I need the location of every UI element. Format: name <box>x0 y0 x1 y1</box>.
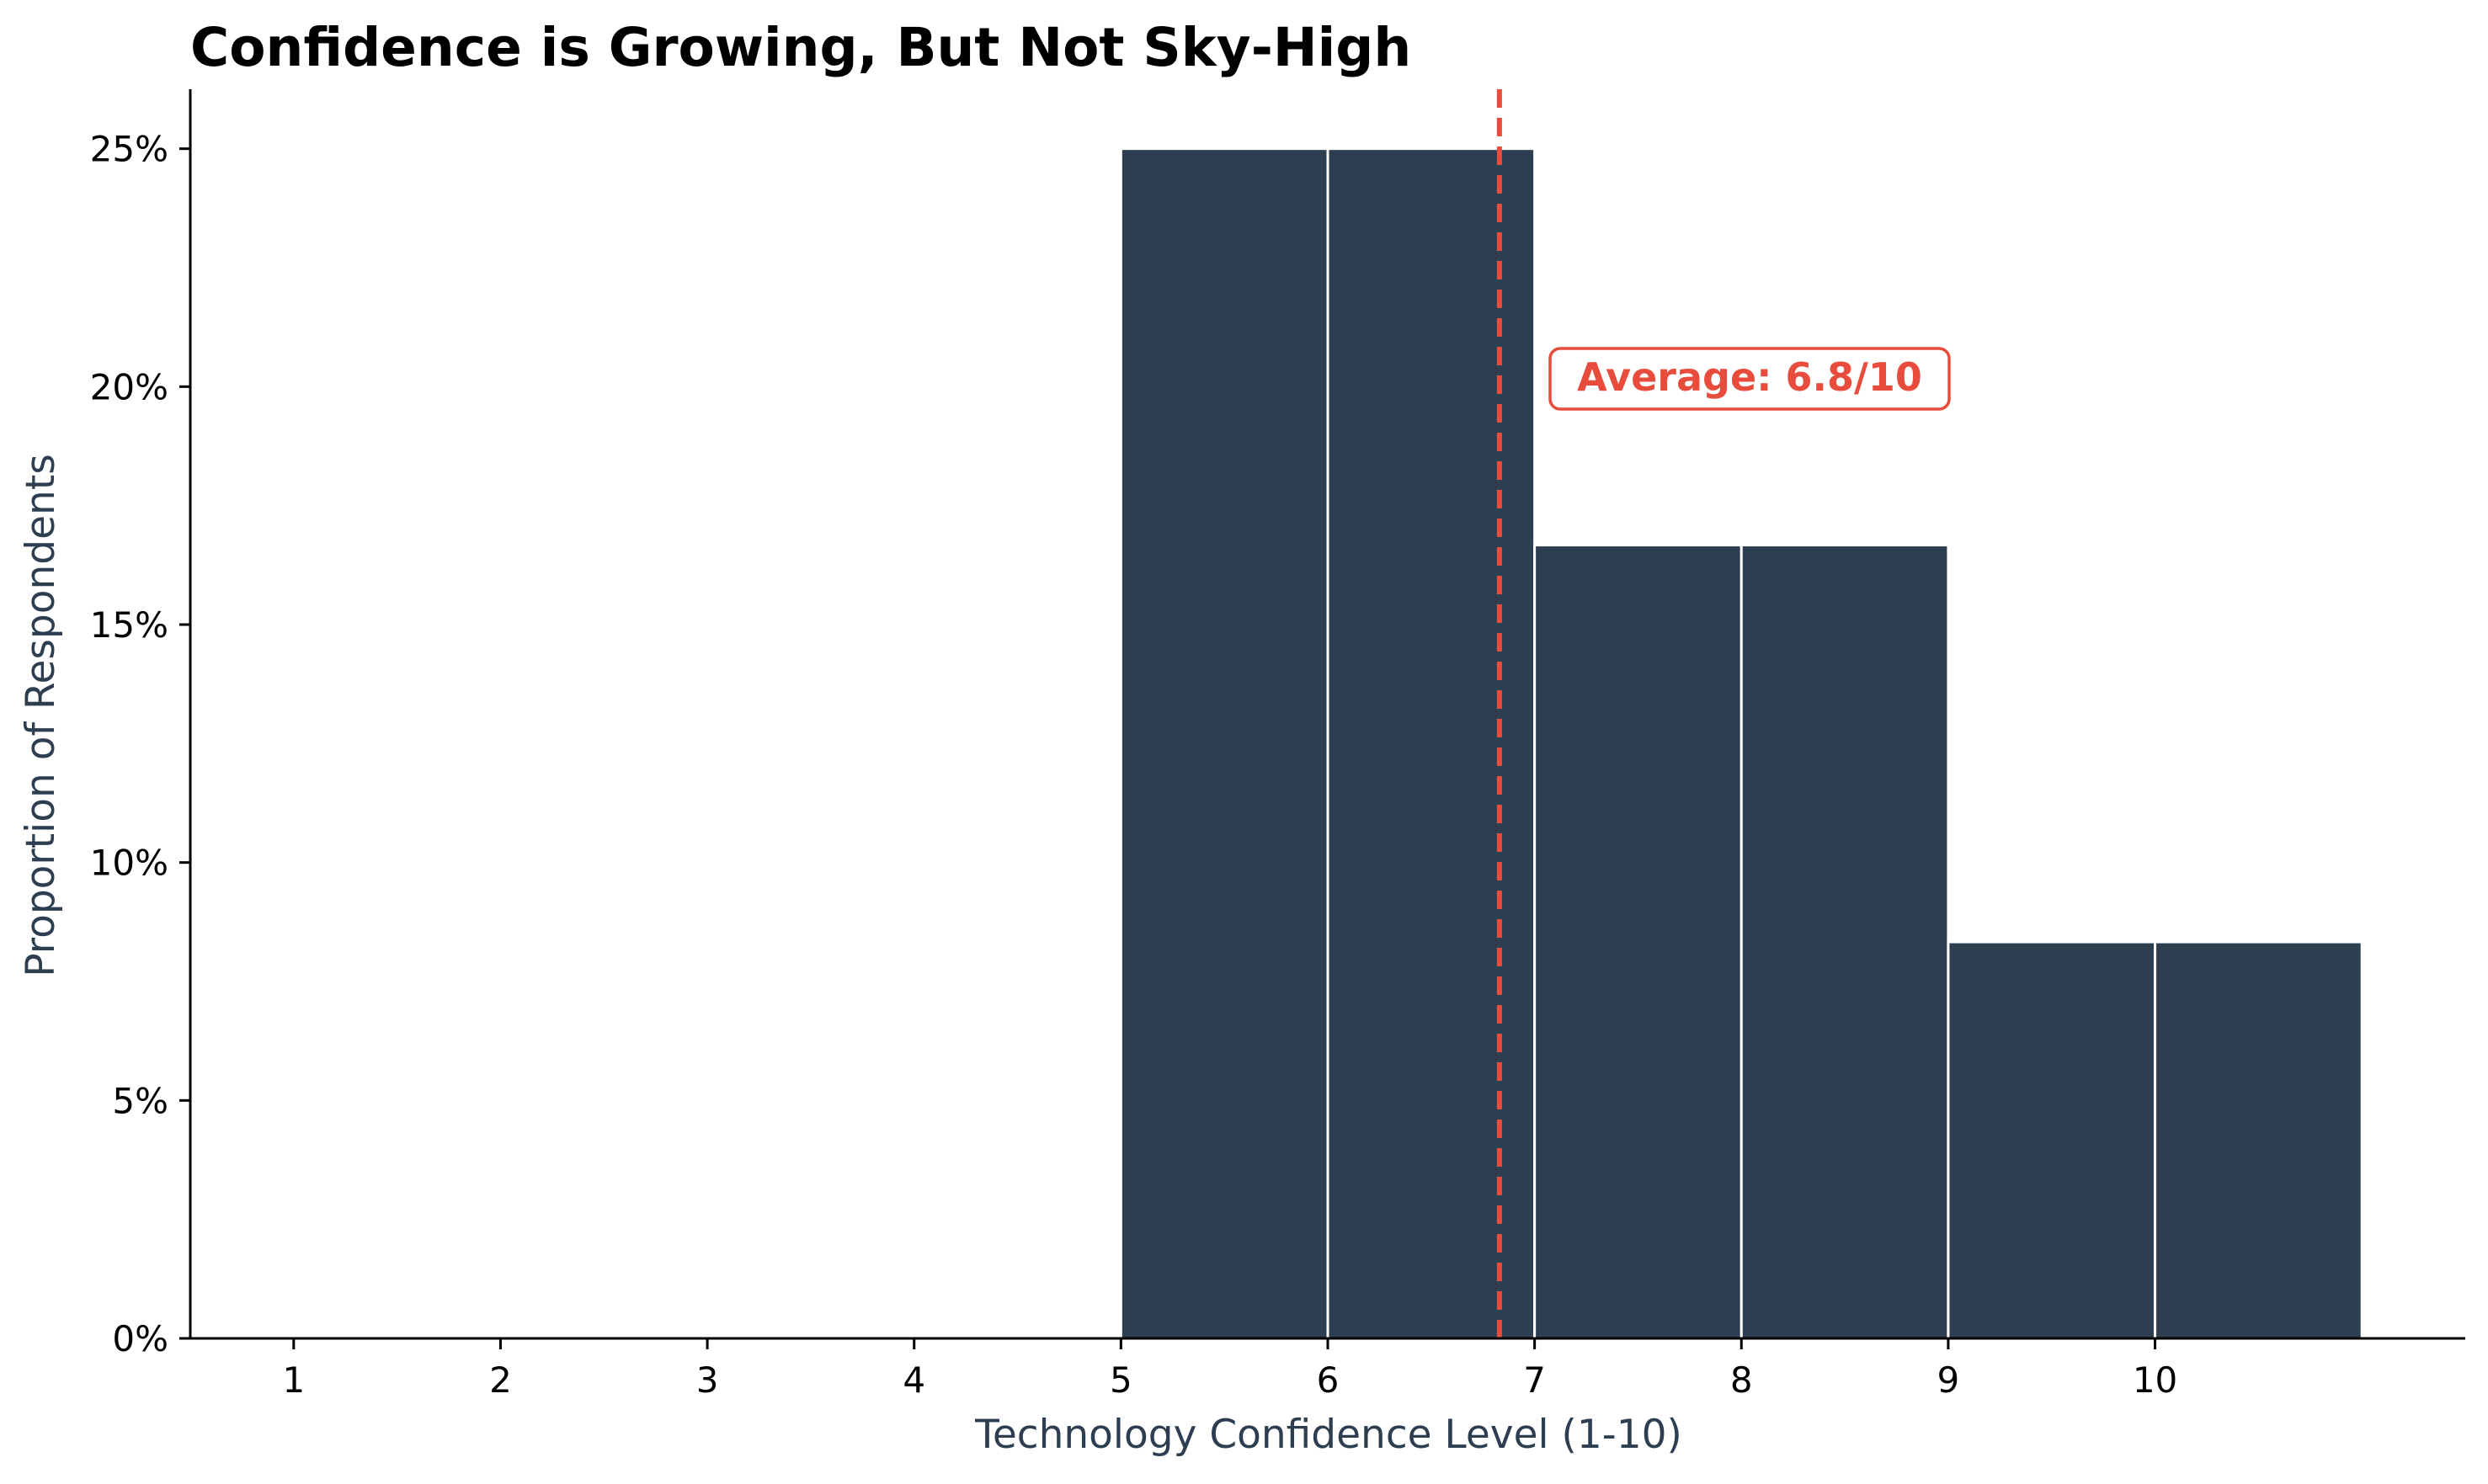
average-layer: Average: 6.8/10 <box>1496 89 1951 1338</box>
x-tick-label-5: 5 <box>1110 1359 1132 1401</box>
x-tick-label-4: 4 <box>903 1359 925 1401</box>
histogram-bar-7-8 <box>1533 544 1743 1340</box>
x-tick-label-1: 1 <box>282 1359 305 1401</box>
average-annotation-box <box>1548 347 1951 411</box>
histogram-bar-6-7 <box>1326 147 1537 1340</box>
x-tick-label-2: 2 <box>489 1359 512 1401</box>
y-tick-label-20: 20% <box>90 366 168 407</box>
y-tick-label-15: 15% <box>90 604 168 646</box>
chart-title: Confidence is Growing, But Not Sky-High <box>190 17 1411 78</box>
x-axis-label: Technology Confidence Level (1-10) <box>974 1412 1682 1458</box>
x-tick-label-10: 10 <box>2133 1359 2177 1401</box>
x-tick-label-6: 6 <box>1317 1359 1340 1401</box>
x-tick-label-7: 7 <box>1523 1359 1546 1401</box>
x-tick-label-9: 9 <box>1937 1359 1960 1401</box>
histogram-bar-10-11 <box>2154 940 2363 1340</box>
average-annotation-label: Average: 6.8/10 <box>1577 354 1922 400</box>
axes-layer: 1 2 3 4 5 6 7 8 9 10 0% 5% 10% 15% 20% 25% <box>90 89 2465 1401</box>
y-tick-label-0: 0% <box>112 1318 168 1359</box>
y-tick-label-25: 25% <box>90 129 168 170</box>
bars-layer <box>1119 147 2363 1340</box>
histogram-bar-9-10 <box>1947 940 2157 1340</box>
y-tick-label-5: 5% <box>112 1080 168 1121</box>
y-tick-label-10: 10% <box>90 843 168 884</box>
histogram-bar-8-9 <box>1739 544 1950 1340</box>
x-tick-label-3: 3 <box>696 1359 719 1401</box>
y-axis-label: Proportion of Respondents <box>18 454 64 976</box>
x-tick-label-8: 8 <box>1730 1359 1753 1401</box>
histogram-bar-5-6 <box>1119 147 1329 1340</box>
